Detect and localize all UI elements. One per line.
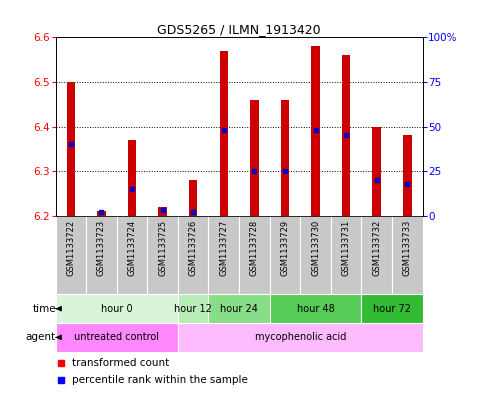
Text: mycophenolic acid: mycophenolic acid bbox=[255, 332, 346, 342]
Text: hour 72: hour 72 bbox=[373, 304, 411, 314]
Bar bbox=[67, 82, 75, 216]
Bar bbox=[178, 323, 423, 352]
Text: hour 0: hour 0 bbox=[101, 304, 132, 314]
Text: GSM1133730: GSM1133730 bbox=[311, 220, 320, 276]
Text: untreated control: untreated control bbox=[74, 332, 159, 342]
Bar bbox=[270, 294, 361, 323]
Text: GSM1133733: GSM1133733 bbox=[403, 220, 412, 276]
Bar bbox=[56, 323, 178, 352]
Text: agent: agent bbox=[26, 332, 56, 342]
Title: GDS5265 / ILMN_1913420: GDS5265 / ILMN_1913420 bbox=[157, 23, 321, 36]
Bar bbox=[311, 46, 320, 216]
Text: hour 48: hour 48 bbox=[297, 304, 334, 314]
Bar bbox=[189, 180, 198, 216]
Bar bbox=[219, 51, 228, 216]
Bar bbox=[403, 136, 412, 216]
Bar bbox=[331, 216, 361, 294]
Text: GSM1133729: GSM1133729 bbox=[281, 220, 289, 276]
Bar bbox=[300, 216, 331, 294]
Bar bbox=[270, 216, 300, 294]
Text: GSM1133724: GSM1133724 bbox=[128, 220, 137, 276]
Bar bbox=[178, 294, 209, 323]
Text: GSM1133732: GSM1133732 bbox=[372, 220, 381, 276]
Text: hour 24: hour 24 bbox=[220, 304, 258, 314]
Bar bbox=[342, 55, 351, 216]
Text: GSM1133731: GSM1133731 bbox=[341, 220, 351, 276]
Bar bbox=[361, 294, 423, 323]
Bar bbox=[372, 127, 381, 216]
Text: percentile rank within the sample: percentile rank within the sample bbox=[72, 375, 248, 385]
Bar bbox=[239, 216, 270, 294]
Bar bbox=[97, 211, 106, 216]
Text: GSM1133722: GSM1133722 bbox=[66, 220, 75, 276]
Text: GSM1133728: GSM1133728 bbox=[250, 220, 259, 276]
Bar bbox=[128, 140, 136, 216]
Bar bbox=[86, 216, 117, 294]
Text: hour 12: hour 12 bbox=[174, 304, 212, 314]
Bar bbox=[56, 216, 86, 294]
Bar bbox=[56, 294, 178, 323]
Text: time: time bbox=[32, 304, 56, 314]
Bar bbox=[281, 100, 289, 216]
Text: GSM1133727: GSM1133727 bbox=[219, 220, 228, 276]
Bar bbox=[158, 207, 167, 216]
Text: GSM1133725: GSM1133725 bbox=[158, 220, 167, 276]
Bar bbox=[250, 100, 259, 216]
Bar bbox=[209, 294, 270, 323]
Text: GSM1133726: GSM1133726 bbox=[189, 220, 198, 276]
Bar bbox=[392, 216, 423, 294]
Bar bbox=[117, 216, 147, 294]
Bar bbox=[147, 216, 178, 294]
Text: transformed count: transformed count bbox=[72, 358, 170, 368]
Bar bbox=[209, 216, 239, 294]
Bar bbox=[361, 216, 392, 294]
Bar bbox=[178, 216, 209, 294]
Text: GSM1133723: GSM1133723 bbox=[97, 220, 106, 276]
